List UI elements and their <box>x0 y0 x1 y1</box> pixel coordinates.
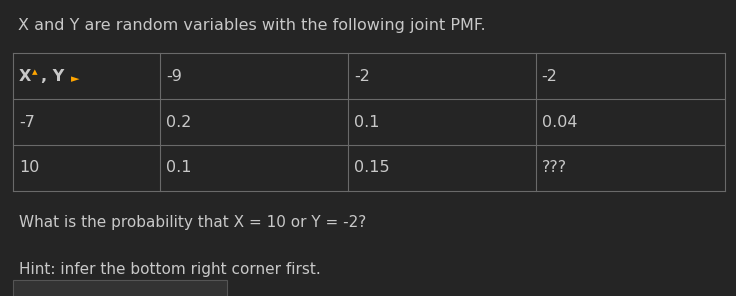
Text: X and Y are random variables with the following joint PMF.: X and Y are random variables with the fo… <box>18 18 486 33</box>
Text: 0.2: 0.2 <box>166 115 191 130</box>
Text: -2: -2 <box>542 69 558 84</box>
Text: Hint: infer the bottom right corner first.: Hint: infer the bottom right corner firs… <box>19 262 321 277</box>
Text: ▴: ▴ <box>32 67 38 77</box>
Text: What is the probability that X = 10 or Y = -2?: What is the probability that X = 10 or Y… <box>19 215 367 230</box>
Text: -7: -7 <box>19 115 35 130</box>
Text: -9: -9 <box>166 69 183 84</box>
Text: -2: -2 <box>354 69 370 84</box>
Text: ►: ► <box>71 74 79 84</box>
Text: X: X <box>19 69 32 84</box>
Text: ???: ??? <box>542 160 567 176</box>
Text: 10: 10 <box>19 160 40 176</box>
Text: 0.1: 0.1 <box>354 115 380 130</box>
Text: 0.15: 0.15 <box>354 160 389 176</box>
Text: , Y: , Y <box>41 69 65 84</box>
Text: 0.1: 0.1 <box>166 160 192 176</box>
Text: 0.04: 0.04 <box>542 115 577 130</box>
